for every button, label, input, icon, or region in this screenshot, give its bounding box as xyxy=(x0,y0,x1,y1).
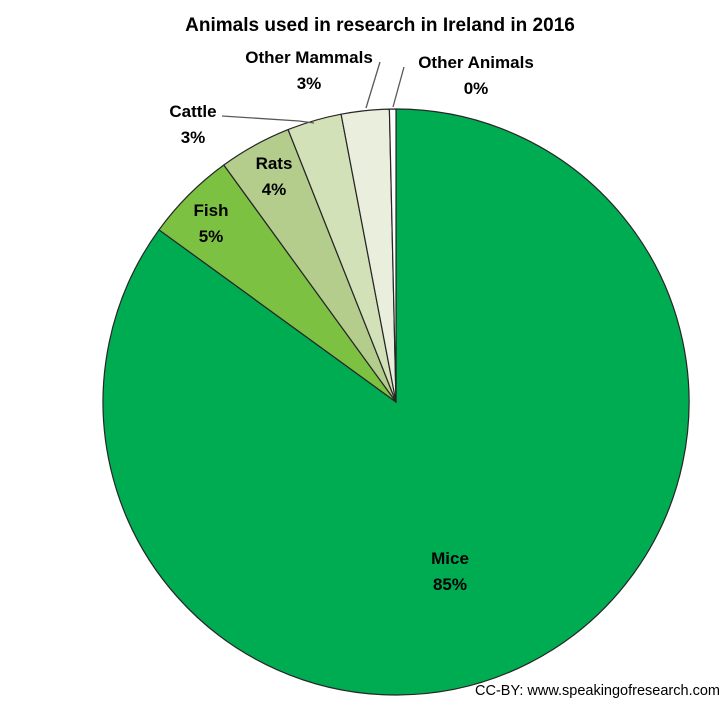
slice-pct: 4% xyxy=(261,180,287,199)
chart-title: Animals used in research in Ireland in 2… xyxy=(185,15,575,36)
slice-label-rats: Rats 4% xyxy=(256,151,293,203)
slice-name: Cattle xyxy=(169,102,217,121)
slice-pct: 5% xyxy=(198,227,224,246)
slice-label-other-mammals: Other Mammals 3% xyxy=(245,45,373,97)
attribution-text: CC-BY: www.speakingofresearch.com xyxy=(475,683,720,699)
slice-label-fish: Fish 5% xyxy=(194,198,229,250)
slice-name: Other Mammals xyxy=(245,48,373,67)
pie-slice-other-animals xyxy=(388,108,397,403)
leader-line-cattle xyxy=(221,115,315,124)
slice-name: Rats xyxy=(255,154,293,173)
slice-label-cattle: Cattle 3% xyxy=(169,99,216,151)
leader-line-other-mammals xyxy=(365,61,381,109)
slice-label-other-animals: Other Animals 0% xyxy=(418,50,534,102)
leader-line-other-animals xyxy=(392,66,405,108)
slice-name: Other Animals xyxy=(418,53,534,72)
slice-label-mice: Mice 85% xyxy=(431,546,469,598)
slice-pct: 85% xyxy=(432,575,468,594)
slice-pct: 0% xyxy=(463,79,489,98)
slice-pct: 3% xyxy=(180,128,206,147)
slice-name: Mice xyxy=(431,549,469,568)
slice-name: Fish xyxy=(193,201,229,220)
slice-pct: 3% xyxy=(296,74,322,93)
